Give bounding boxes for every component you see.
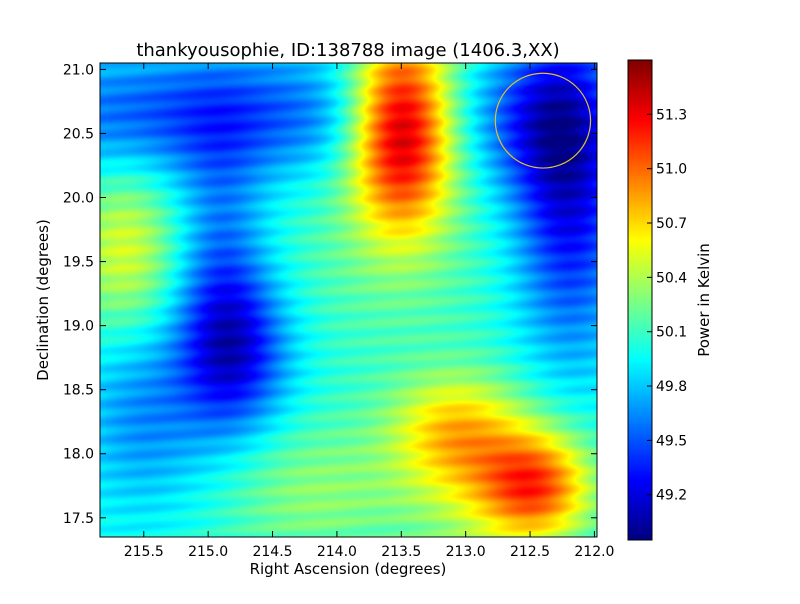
colorbar-gradient <box>628 60 652 540</box>
x-tick-label: 214.0 <box>317 544 357 560</box>
x-tick-label: 212.5 <box>510 544 550 560</box>
x-tick-label: 214.5 <box>252 544 292 560</box>
colorbar-label: Power in Kelvin <box>695 243 713 357</box>
x-tick-label: 213.5 <box>381 544 421 560</box>
annotation-layer <box>494 72 592 169</box>
colorbar-tick-label: 50.1 <box>656 325 687 341</box>
colorbar-frame <box>627 59 653 541</box>
x-tick-label: 212.0 <box>574 544 614 560</box>
x-tick-label: 215.0 <box>188 544 228 560</box>
colorbar-tick-label: 49.5 <box>656 433 687 449</box>
colorbar-tick-label: 49.2 <box>656 488 687 504</box>
x-axis-label: Right Ascension (degrees) <box>250 560 447 578</box>
x-tick-label: 215.5 <box>124 544 164 560</box>
plot-area: 215.5 215.0 214.5 214.0 213.5 213.0 212.5 212.0… <box>63 62 615 560</box>
colorbar-tick-label: 49.8 <box>656 379 687 395</box>
x-axis-ticks: 215.5 215.0 214.5 214.0 213.5 213.0 212.5 212.0 <box>124 63 614 560</box>
y-axis-label: Declination (degrees) <box>34 219 52 381</box>
x-tick-label: 213.0 <box>446 544 486 560</box>
colorbar-ticks: 49.2 49.5 49.8 50.1 50.4 50.7 51.0 51.3 <box>647 107 687 504</box>
beam-circle <box>494 72 592 169</box>
chart-title: thankyousophie, ID:138788 image (1406.3,… <box>136 40 559 61</box>
colorbar-tick-label: 51.3 <box>656 107 687 123</box>
colorbar-tick-label: 50.4 <box>656 270 687 286</box>
y-tick-label: 20.5 <box>63 126 94 142</box>
y-tick-label: 17.5 <box>63 511 94 527</box>
heatmap-image <box>100 63 597 537</box>
colorbar-tick-label: 50.7 <box>656 216 687 232</box>
y-tick-label: 19.5 <box>63 255 94 271</box>
plot-frame <box>99 62 598 538</box>
y-tick-label: 20.0 <box>63 191 94 207</box>
colorbar-tick-label: 51.0 <box>656 162 687 178</box>
y-axis-ticks: 17.5 18.0 18.5 19.0 19.5 20.0 20.5 21.0 <box>63 62 597 527</box>
colorbar: 49.2 49.5 49.8 50.1 50.4 50.7 51.0 51.3 Power i… <box>627 59 713 541</box>
y-tick-label: 21.0 <box>63 62 94 78</box>
y-tick-label: 18.0 <box>63 447 94 463</box>
y-tick-label: 18.5 <box>63 383 94 399</box>
y-tick-label: 19.0 <box>63 319 94 335</box>
